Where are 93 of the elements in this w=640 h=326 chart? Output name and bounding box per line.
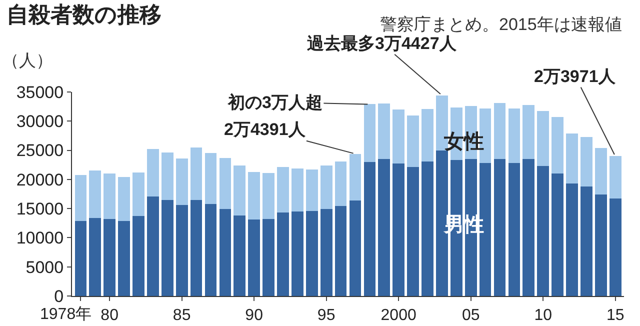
bar [234, 216, 246, 296]
bar [89, 170, 102, 218]
y-tick-label: 0 [54, 286, 64, 306]
bar [292, 168, 304, 212]
annotation: 初の3万人超 [227, 93, 322, 112]
x-tick-label: 10 [534, 307, 552, 324]
bar [118, 177, 130, 221]
bar [522, 159, 535, 296]
bar [89, 218, 102, 296]
y-tick-label: 20000 [16, 170, 64, 190]
bar [132, 216, 144, 296]
bar [262, 173, 274, 220]
bar [161, 152, 174, 200]
bar [262, 219, 274, 296]
bar [147, 149, 159, 196]
bar [190, 200, 202, 296]
bar [580, 136, 592, 186]
bar [176, 158, 188, 206]
bar [580, 186, 592, 296]
bar [104, 219, 116, 296]
bar [422, 161, 434, 296]
bar [494, 103, 506, 160]
bar [609, 198, 622, 296]
bar [407, 167, 419, 296]
y-tick-label: 10000 [16, 228, 64, 248]
bar [74, 220, 87, 296]
bar [161, 200, 174, 296]
bar [566, 184, 578, 296]
chart-title: 自殺者数の推移 [6, 2, 162, 27]
bar [248, 220, 260, 296]
bar [74, 174, 87, 221]
y-tick-label: 5000 [26, 258, 64, 277]
bar [537, 166, 549, 296]
bar [508, 163, 520, 296]
bar [277, 167, 289, 213]
bar [176, 205, 188, 296]
x-tick-label: 15 [606, 307, 624, 324]
bar [552, 117, 564, 174]
bar [248, 172, 260, 220]
bar [306, 210, 318, 296]
bar [219, 209, 232, 296]
bar [104, 174, 116, 220]
x-tick-label: 05 [462, 307, 480, 324]
annotation: 2万3971人 [534, 67, 616, 86]
bar [392, 164, 404, 296]
bar [422, 108, 434, 162]
bar [147, 196, 159, 296]
bar [132, 172, 144, 216]
bar [537, 111, 549, 166]
x-tick-label: 1978年 [40, 306, 92, 323]
y-tick-label: 15000 [16, 200, 64, 219]
bar [334, 161, 347, 206]
x-tick-label: 2000 [380, 307, 416, 324]
y-tick-label: 25000 [16, 141, 64, 160]
y-tick-label: 35000 [16, 82, 64, 102]
bar [522, 104, 535, 160]
x-tick-label: 95 [317, 307, 336, 324]
bar [407, 115, 419, 168]
bar [292, 211, 304, 296]
bar [378, 104, 390, 160]
bar [508, 108, 520, 164]
bar [219, 158, 232, 210]
bar [204, 153, 217, 204]
bar [566, 133, 578, 184]
series-label: 女性 [443, 131, 484, 153]
y-tick-label: 30000 [16, 112, 64, 132]
bar [306, 170, 318, 211]
bar [334, 206, 347, 296]
y-axis-title: （人） [2, 51, 53, 70]
bar [349, 200, 362, 296]
annotation: 過去最多3万4427人 [306, 34, 458, 53]
bar [277, 212, 289, 296]
bar [609, 156, 622, 199]
bar [594, 148, 607, 195]
bar [378, 159, 390, 296]
bar [552, 174, 564, 296]
x-tick-label: 80 [100, 307, 119, 324]
bar [234, 165, 246, 216]
bar [349, 154, 362, 200]
bar [392, 109, 404, 164]
bar [494, 159, 506, 296]
chart-subtitle: 警察庁まとめ。2015年は速報値 [380, 15, 622, 34]
annotation: 2万4391人 [224, 120, 306, 139]
bar [364, 162, 376, 296]
bar [320, 209, 332, 296]
bar [118, 220, 130, 296]
x-tick-label: 85 [172, 307, 191, 324]
bar [320, 165, 332, 210]
x-tick-label: 90 [245, 307, 264, 324]
bar [190, 147, 202, 200]
bar [364, 104, 376, 162]
bar [204, 204, 217, 296]
bar [594, 194, 607, 296]
